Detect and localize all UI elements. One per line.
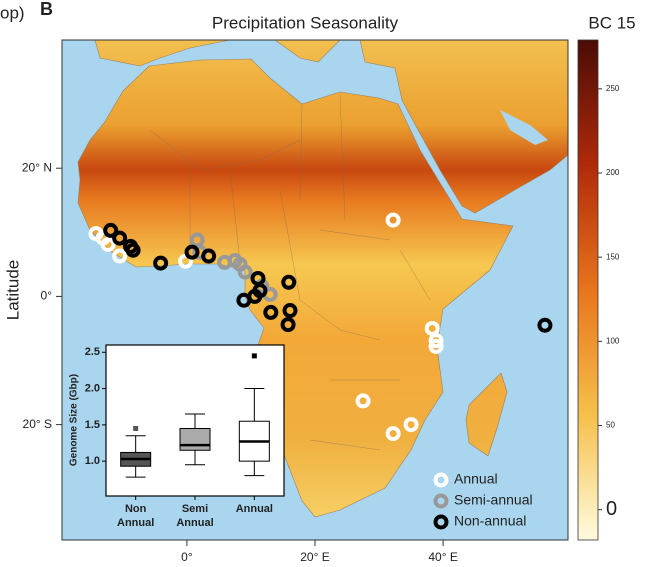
- site-marker: [355, 393, 371, 409]
- flier: [251, 353, 257, 359]
- site-marker: [100, 236, 116, 252]
- flier: [133, 425, 139, 431]
- inset-y-tick-label: 1.5: [85, 419, 100, 431]
- lat-tick-label: 20° S: [23, 417, 52, 431]
- lat-tick-label: 0°: [41, 289, 53, 303]
- colorbar-tick-label: 50: [606, 421, 615, 430]
- site-marker: [125, 242, 141, 258]
- site-marker: [201, 248, 217, 264]
- site-marker: [281, 274, 297, 290]
- inset-x-tick-label: Annual: [236, 503, 273, 515]
- colorbar-tick-label: 250: [606, 84, 620, 93]
- site-marker: [263, 304, 279, 320]
- site-marker: [385, 212, 401, 228]
- site-marker: [428, 333, 444, 349]
- madagascar: [465, 372, 508, 457]
- inset-y-tick-label: 1.0: [85, 455, 100, 467]
- legend: Annual Semi-annual Non-annual: [433, 471, 533, 530]
- colorbar-tick-label: 200: [606, 168, 620, 177]
- map-marks: 20° N 0° 20° S 0° 20° E 40° E: [22, 160, 553, 564]
- site-marker: [112, 248, 128, 264]
- legend-label: Semi-annual: [454, 492, 533, 508]
- box: [179, 427, 211, 451]
- borders: [149, 94, 431, 451]
- inset-x-tick-label: Semi: [182, 503, 208, 515]
- colorbar-ticks: 0 50 100 150 200 250: [598, 84, 620, 520]
- legend-label: Annual: [454, 471, 498, 487]
- colorbar-tick-label: 150: [606, 252, 620, 261]
- inset-x-tick-label: Annual: [117, 517, 154, 529]
- site-marker: [184, 244, 200, 260]
- lat-tick-label: 20° N: [22, 160, 52, 174]
- legend-marker: [433, 493, 449, 509]
- site-marker: [428, 338, 444, 354]
- lon-tick-label: 40° E: [428, 550, 457, 564]
- site-marker: [424, 320, 440, 336]
- site-marker: [153, 255, 169, 271]
- colorbar: [577, 39, 599, 541]
- inset-x-tick-label: Non: [125, 503, 147, 515]
- site-marker: [103, 222, 119, 238]
- site-marker: [537, 317, 553, 333]
- middle-east: [359, 40, 568, 214]
- y-axis-label: Latitude: [3, 260, 22, 321]
- colorbar-tick-label: 0: [606, 498, 617, 520]
- inset-y-tick-label: 2.5: [85, 346, 100, 358]
- site-marker: [112, 230, 128, 246]
- site-marker: [282, 303, 298, 319]
- colorbar-tick-label: 100: [606, 336, 620, 345]
- europe: [94, 40, 341, 67]
- legend-label: Non-annual: [454, 513, 526, 529]
- site-marker: [280, 317, 296, 333]
- cropped-label: op): [0, 3, 25, 22]
- map-title: Precipitation Seasonality: [212, 13, 399, 32]
- lon-tick-label: 20° E: [300, 550, 329, 564]
- lon-tick-label: 0°: [181, 550, 193, 564]
- site-marker: [237, 264, 253, 280]
- panel-label: B: [40, 0, 53, 19]
- inset-plot: 1.0 1.5 2.0 2.5 Non Annual Semi Annual Annual: [85, 346, 273, 529]
- persian-gulf: [500, 110, 548, 145]
- colorbar-title: BC 15: [588, 13, 635, 32]
- site-marker: [385, 426, 401, 442]
- legend-marker: [433, 514, 449, 530]
- inset-y-label: Genome Size (Gbp): [69, 374, 80, 466]
- site-marker: [403, 417, 419, 433]
- site-marker: [252, 283, 268, 299]
- inset-y-tick-label: 2.0: [85, 382, 100, 394]
- inset-x-tick-label: Annual: [176, 517, 213, 529]
- legend-marker: [433, 472, 449, 488]
